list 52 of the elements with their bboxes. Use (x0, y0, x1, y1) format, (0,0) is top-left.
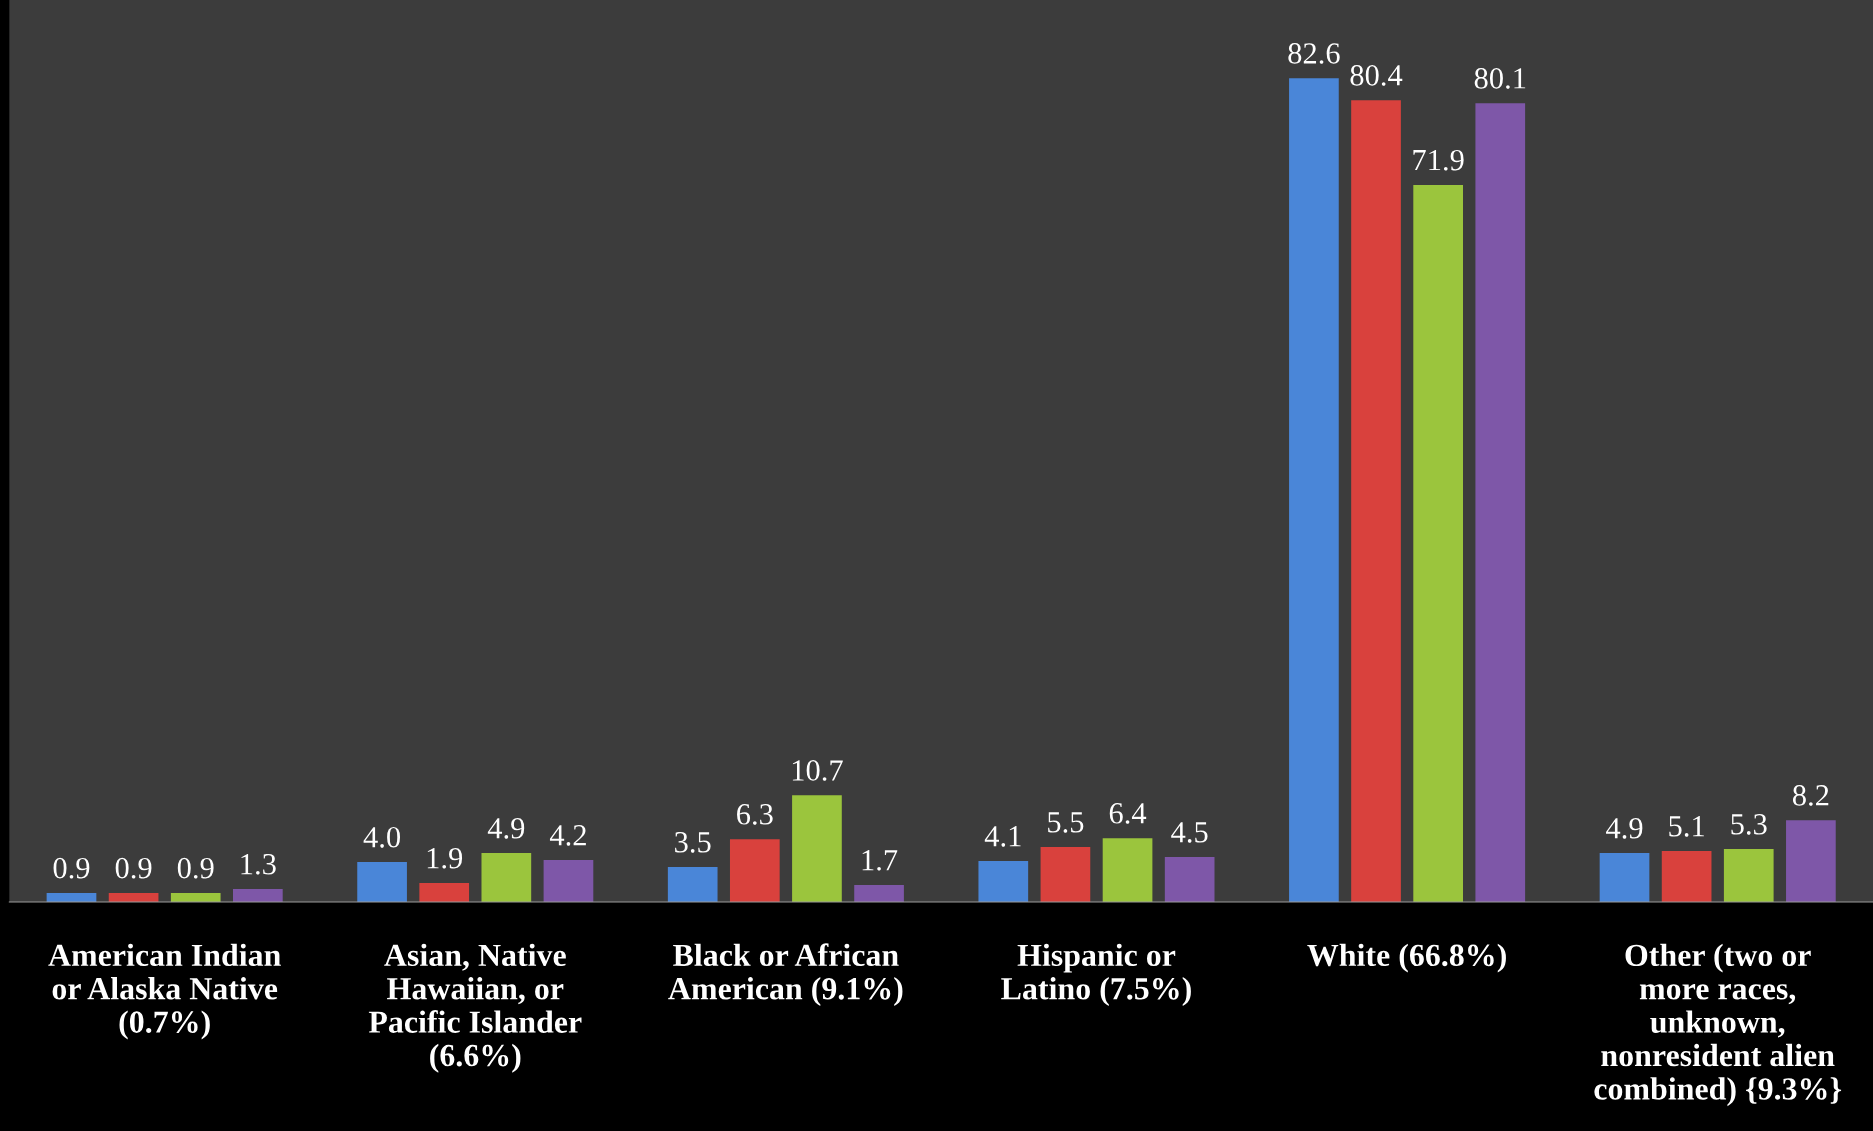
x-tick-label: Hispanic or Latino (7.5%) (1001, 943, 1191, 1007)
data-label: 0.9 (53, 857, 90, 879)
x-tick-label: White (66.8%) (1307, 943, 1506, 973)
bar (233, 889, 283, 902)
bar (854, 885, 904, 902)
data-label: 4.1 (984, 826, 1021, 847)
data-label: 5.1 (1669, 816, 1704, 837)
data-label: 4.0 (363, 826, 401, 848)
bar (729, 839, 780, 902)
data-label: 82.6 (1288, 43, 1340, 64)
bar (1786, 820, 1836, 902)
data-label: 71.9 (1413, 149, 1464, 171)
bar (1289, 78, 1339, 902)
bar (1351, 100, 1401, 902)
data-label: 0.9 (115, 857, 152, 879)
bar (1599, 853, 1650, 902)
data-label: 5.3 (1731, 814, 1767, 835)
bar (667, 867, 718, 902)
bar (1413, 184, 1463, 902)
data-label: 80.4 (1350, 65, 1403, 86)
data-label: 10.7 (792, 760, 843, 781)
bar (1102, 838, 1153, 902)
data-label: 1.7 (862, 850, 898, 871)
data-label: 3.5 (675, 831, 711, 853)
data-label: 4.9 (1606, 818, 1643, 839)
bar (1040, 847, 1091, 902)
x-tick-label: Other (two or more races, unknown, nonresident alien combined) {9.3%} (1594, 943, 1842, 1107)
data-label: 4.2 (549, 825, 586, 846)
bar (1723, 849, 1774, 902)
bar (170, 893, 221, 902)
bar (543, 860, 594, 902)
bar (419, 883, 470, 902)
bar (357, 862, 407, 902)
bar (1164, 857, 1215, 902)
data-label: 1.9 (427, 847, 463, 869)
data-label: 80.1 (1474, 68, 1526, 89)
data-label: 5.5 (1048, 812, 1084, 833)
bar (1661, 851, 1712, 902)
x-tick-label: Asian, Native Hawaiian, or Pacific Islander (6.6%) (368, 943, 582, 1073)
data-label: 4.5 (1171, 822, 1208, 843)
x-tick-label: American Indian or Alaska Native (0.7%) (48, 943, 281, 1040)
data-label: 6.4 (1109, 803, 1147, 824)
data-label: 0.9 (177, 857, 214, 879)
x-tick-label: Black or African American (9.1%) (668, 943, 903, 1007)
data-label: 1.3 (241, 853, 276, 875)
bar (792, 795, 842, 902)
data-label: 8.2 (1792, 785, 1829, 806)
bar (481, 853, 532, 902)
bar (1475, 103, 1526, 902)
data-label: 6.3 (737, 804, 773, 825)
data-label: 4.9 (487, 818, 525, 839)
bar (978, 861, 1029, 902)
